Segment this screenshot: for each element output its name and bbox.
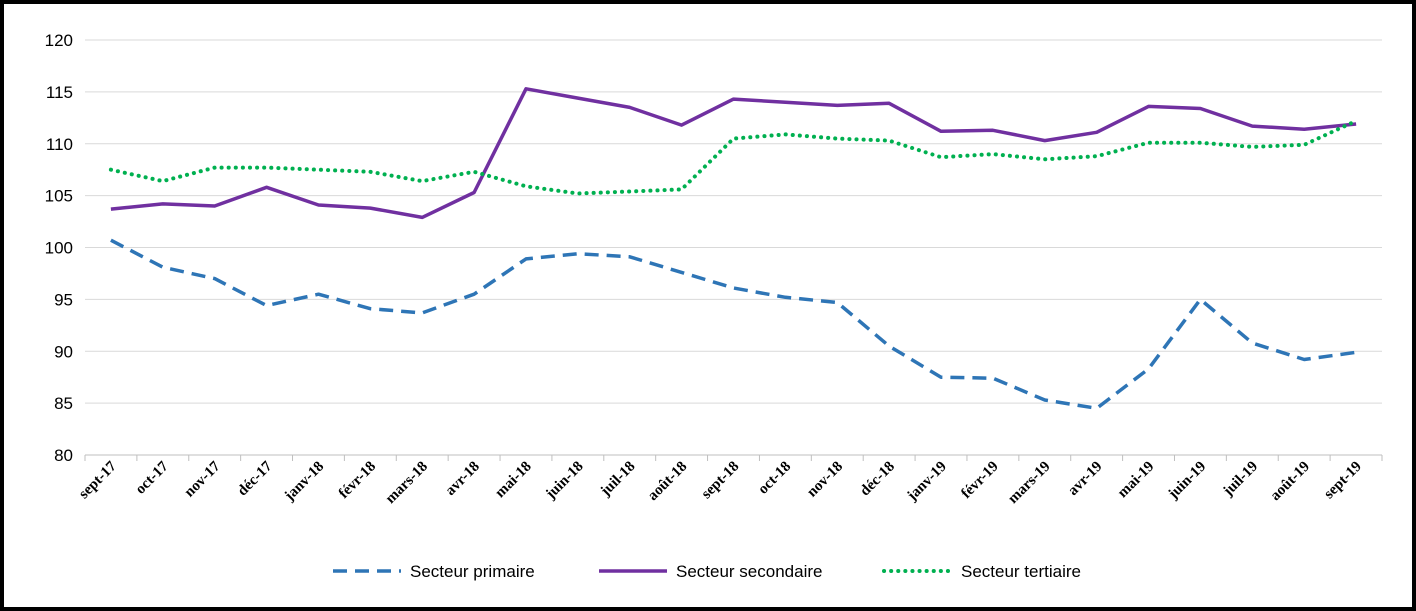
y-tick-label: 85 [54, 394, 73, 413]
y-tick-label: 120 [45, 31, 73, 50]
series-line-2 [110, 87, 1357, 220]
legend-label: Secteur secondaire [676, 562, 822, 581]
x-tick-label: févr-19 [958, 459, 1001, 502]
x-tick-label: mars-19 [1005, 459, 1053, 507]
x-tick-label: juil-18 [597, 459, 638, 500]
x-tick-label: mai-19 [1115, 459, 1158, 502]
x-tick-label: mars-18 [383, 459, 431, 507]
legend-label: Secteur tertiaire [961, 562, 1081, 581]
y-tick-label: 95 [54, 290, 73, 309]
gridlines [85, 39, 1382, 456]
x-tick-label: avr-19 [1065, 459, 1105, 499]
x-tick-label: sept-17 [76, 458, 120, 502]
legend: Secteur primaire Secteur secondaire Secteu… [333, 562, 1081, 581]
x-tick-label: oct-17 [133, 458, 172, 497]
y-tick-label: 110 [46, 135, 73, 154]
series-line-1 [110, 238, 1357, 411]
y-tick-label: 80 [54, 446, 73, 465]
x-tick-label: nov-18 [804, 459, 846, 501]
x-tick-label: nov-17 [182, 458, 224, 500]
x-tick-label: mai-18 [492, 459, 535, 502]
x-tick-label: déc-17 [235, 458, 276, 499]
x-tick-label: févr-18 [336, 459, 379, 502]
y-tick-label: 105 [45, 187, 73, 206]
x-tick-label: avr-18 [443, 459, 483, 499]
series-lines [108, 87, 1359, 411]
x-tick-label: juil-19 [1220, 459, 1261, 500]
y-tick-label: 100 [45, 239, 73, 258]
x-tick-label: déc-18 [857, 459, 898, 500]
legend-label: Secteur primaire [410, 562, 535, 581]
x-tick-label: sept-19 [1321, 459, 1365, 503]
x-tick-label: juin-18 [542, 459, 586, 503]
x-tick-label: janv-18 [281, 459, 327, 505]
x-tick-label: juin-19 [1165, 459, 1209, 503]
y-tick-label: 115 [46, 83, 73, 102]
x-axis: sept-17 oct-17 nov-17 déc-17 janv-18 févr-18 m… [76, 454, 1383, 507]
y-axis-ticks: 80 85 90 95 100 105 110 115 120 [45, 31, 73, 465]
x-tick-label: sept-18 [699, 459, 743, 503]
x-tick-label: janv-19 [904, 459, 950, 505]
y-tick-label: 90 [54, 342, 73, 361]
x-tick-label: août-18 [645, 459, 690, 504]
x-tick-label: oct-18 [755, 459, 794, 498]
series-line-3 [108, 118, 1359, 196]
x-tick-label: août-19 [1268, 459, 1313, 504]
